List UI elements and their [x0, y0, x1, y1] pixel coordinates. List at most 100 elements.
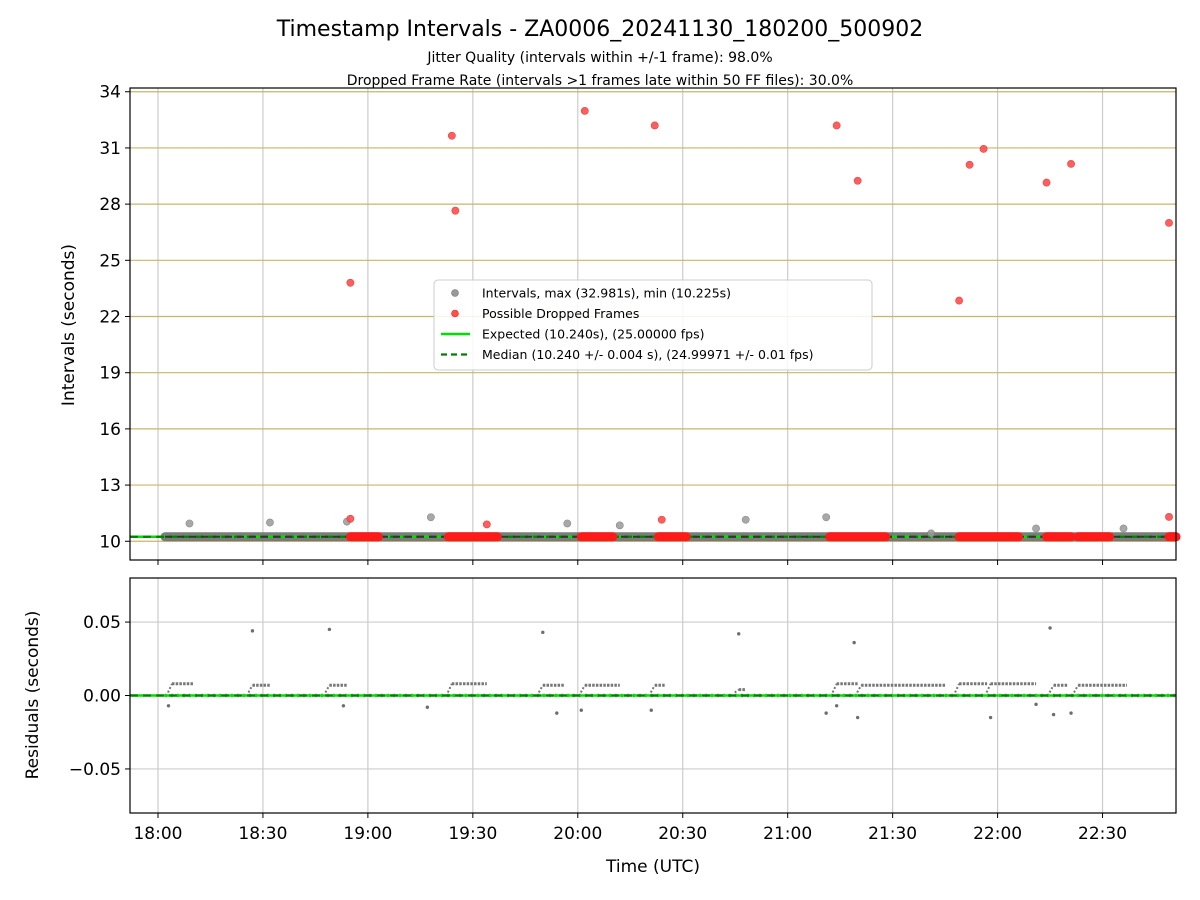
legend-entry-label: Median (10.240 +/- 0.004 s), (24.99971 +… — [482, 347, 813, 362]
top-plot-frame — [129, 87, 1177, 561]
legend-entry-label: Intervals, max (32.981s), min (10.225s) — [482, 286, 731, 301]
dropped-frame-point — [580, 106, 589, 115]
residual-point — [425, 705, 430, 709]
residual-ramp — [649, 684, 656, 693]
residual-ramp — [167, 683, 173, 693]
legend: Intervals, max (32.981s), min (10.225s) P… — [433, 279, 873, 371]
residual-point — [649, 708, 653, 712]
residual-ramp — [734, 688, 740, 694]
residual-point — [737, 632, 741, 636]
residual-point — [541, 630, 545, 635]
bottom-y-tick-label: 0.00 — [83, 687, 121, 707]
dropped-frame-point — [482, 520, 491, 529]
dropped-frame-point — [1042, 178, 1051, 187]
residual-point — [250, 629, 255, 633]
interval-point — [1032, 524, 1040, 533]
dropped-frame-point — [955, 296, 964, 305]
interval-point — [741, 515, 750, 524]
bottom-plot-frame — [129, 577, 1177, 814]
dropped-frame-point — [346, 514, 355, 523]
interval-point — [426, 513, 435, 522]
residual-ramp — [1073, 684, 1079, 693]
residual-ramp — [247, 684, 254, 693]
interval-point — [563, 519, 572, 528]
residual-point — [1048, 626, 1052, 630]
dropped-frame-point — [832, 121, 841, 130]
x-tick-label: 21:00 — [763, 824, 812, 844]
residual-ramp — [579, 684, 586, 693]
dropped-frame-point — [451, 206, 460, 215]
top-y-tick-label: 28 — [99, 195, 121, 215]
bottom-y-axis-label: Residuals (seconds) — [23, 611, 43, 780]
interval-point — [185, 519, 194, 528]
top-y-tick-label: 13 — [99, 476, 121, 496]
top-y-tick-label: 16 — [99, 420, 121, 440]
residual-ramp — [446, 683, 453, 693]
dropped-frame-point — [1067, 159, 1075, 168]
residual-ramp — [831, 683, 838, 693]
interval-point — [927, 529, 936, 538]
residual-point — [555, 711, 559, 715]
dropped-frame-point — [965, 160, 974, 169]
chart-subtitle-dropped: Dropped Frame Rate (intervals >1 frames … — [347, 73, 854, 89]
top-y-tick-label: 10 — [99, 532, 121, 552]
x-axis-label: Time (UTC) — [605, 857, 700, 877]
residual-point — [1069, 711, 1073, 715]
top-y-tick-label: 31 — [99, 139, 121, 159]
top-y-tick-label: 19 — [99, 364, 121, 384]
x-tick-label: 18:30 — [238, 824, 287, 844]
x-tick-label: 18:00 — [133, 824, 182, 844]
legend-entry-label: Possible Dropped Frames — [482, 306, 639, 321]
residual-point — [988, 715, 993, 720]
dropped-frame-point — [447, 131, 456, 140]
x-tick-label: 19:30 — [448, 824, 497, 844]
x-tick-label: 22:00 — [973, 824, 1022, 844]
legend-box — [433, 279, 873, 371]
x-tick-label: 19:00 — [343, 824, 392, 844]
residuals-plot: 0.05 0.00 −0.05 18:00 18:30 19:00 19:30 20:00 20… — [69, 577, 1177, 844]
top-y-tick-label: 25 — [99, 251, 121, 271]
dropped-frame-point — [853, 176, 862, 185]
top-y-axis-label: Intervals (seconds) — [59, 244, 79, 406]
dropped-frame-point — [650, 121, 659, 130]
chart-title: Timestamp Intervals - ZA0006_20241130_18… — [276, 17, 924, 42]
legend-gray-marker — [451, 289, 459, 297]
residual-point — [824, 711, 828, 715]
dropped-frame-point — [657, 515, 666, 524]
dropped-frame-point — [1165, 513, 1173, 521]
residual-point — [855, 715, 860, 720]
residual-ramp — [954, 683, 961, 693]
dropped-frame-point — [979, 144, 988, 153]
chart-subtitle-jitter: Jitter Quality (intervals within +/-1 fr… — [426, 50, 772, 66]
legend-entry-label: Expected (10.240s), (25.00000 fps) — [482, 327, 704, 342]
residual-ramp — [537, 684, 544, 693]
x-tick-label: 20:30 — [658, 824, 707, 844]
residual-point — [1051, 712, 1056, 717]
interval-point — [822, 513, 831, 522]
interval-point — [615, 521, 624, 530]
residual-point — [166, 704, 171, 708]
interval-point — [1119, 524, 1128, 533]
residual-point — [852, 640, 856, 645]
x-tick-label: 22:30 — [1078, 824, 1127, 844]
top-y-tick-label: 22 — [99, 308, 121, 328]
residual-point — [834, 704, 839, 708]
x-tick-label: 21:30 — [868, 824, 917, 844]
residual-point — [1034, 702, 1038, 707]
dropped-frame-point — [1165, 218, 1173, 227]
residual-point — [579, 708, 583, 712]
residual-ramp — [324, 684, 331, 693]
top-y-tick-label: 34 — [99, 83, 121, 103]
x-tick-label: 20:00 — [553, 824, 602, 844]
bottom-y-tick-label: 0.05 — [83, 613, 121, 633]
legend-red-marker — [451, 309, 459, 318]
residual-point — [327, 627, 332, 632]
residual-ramp — [856, 684, 863, 693]
residual-point — [341, 704, 346, 708]
intervals-plot: 10 13 16 19 22 25 28 31 34 Intervals, max (32.981… — [99, 83, 1181, 565]
residual-ramp — [1048, 684, 1055, 693]
dropped-frame-point — [346, 278, 355, 287]
residual-ramp — [985, 683, 992, 693]
bottom-y-tick-label: −0.05 — [69, 760, 121, 780]
